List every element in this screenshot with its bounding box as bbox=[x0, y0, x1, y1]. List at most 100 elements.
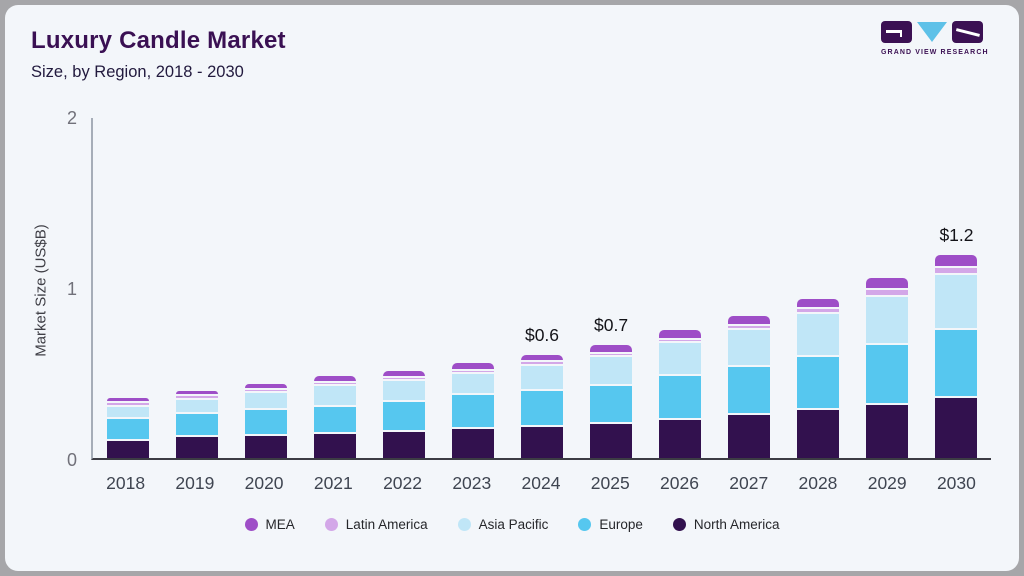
bar-segment-mea[interactable] bbox=[244, 383, 287, 388]
bar-segment-latin-america[interactable] bbox=[797, 309, 840, 313]
logo-v-icon bbox=[917, 22, 947, 42]
bar-segment-europe[interactable] bbox=[797, 357, 840, 409]
bar-segment-latin-america[interactable] bbox=[866, 290, 909, 296]
bar-segment-mea[interactable] bbox=[728, 316, 771, 325]
stacked-bar-2023[interactable] bbox=[451, 363, 494, 458]
stacked-bar-2026[interactable] bbox=[659, 329, 702, 458]
bar-segment-asia-pacific[interactable] bbox=[106, 406, 149, 417]
legend-item-north-america[interactable]: North America bbox=[672, 517, 780, 532]
bar-segment-mea[interactable] bbox=[659, 329, 702, 338]
bar-segment-asia-pacific[interactable] bbox=[590, 357, 633, 385]
legend-label: Asia Pacific bbox=[478, 517, 549, 532]
bar-segment-north-america[interactable] bbox=[175, 437, 218, 458]
bar-segment-north-america[interactable] bbox=[521, 427, 563, 458]
bar-segment-asia-pacific[interactable] bbox=[797, 314, 840, 356]
bar-segment-europe[interactable] bbox=[244, 410, 287, 434]
bar-segment-europe[interactable] bbox=[659, 375, 702, 419]
bar-segment-asia-pacific[interactable] bbox=[244, 393, 287, 409]
bar-segment-europe[interactable] bbox=[935, 329, 978, 397]
bar-segment-mea[interactable] bbox=[935, 254, 978, 267]
bar-segment-north-america[interactable] bbox=[106, 440, 149, 458]
bar-segment-europe[interactable] bbox=[175, 413, 218, 436]
bar-segment-latin-america[interactable] bbox=[590, 353, 633, 356]
legend-label: Latin America bbox=[345, 517, 428, 532]
bar-segment-asia-pacific[interactable] bbox=[451, 374, 494, 393]
bar-segment-mea[interactable] bbox=[106, 398, 149, 402]
bar-column-2024: $0.6 bbox=[507, 118, 576, 458]
stacked-bar-2018[interactable] bbox=[106, 398, 149, 458]
bar-segment-asia-pacific[interactable] bbox=[659, 343, 702, 374]
bar-segment-latin-america[interactable] bbox=[935, 268, 978, 274]
bar-segment-latin-america[interactable] bbox=[106, 403, 149, 405]
bar-segment-asia-pacific[interactable] bbox=[521, 365, 563, 390]
stacked-bar-2028[interactable] bbox=[797, 299, 840, 458]
stacked-bar-2020[interactable] bbox=[244, 383, 287, 458]
bar-segment-asia-pacific[interactable] bbox=[175, 399, 218, 412]
y-tick-label: 0 bbox=[66, 450, 77, 470]
legend-label: North America bbox=[693, 517, 780, 532]
bar-segment-europe[interactable] bbox=[382, 401, 425, 431]
bar-segment-mea[interactable] bbox=[590, 345, 633, 352]
legend: MEA Latin America Asia Pacific Europe North … bbox=[5, 517, 1019, 532]
bar-segment-asia-pacific[interactable] bbox=[728, 329, 771, 366]
bar-segment-north-america[interactable] bbox=[866, 405, 909, 458]
page-subtitle: Size, by Region, 2018 - 2030 bbox=[31, 63, 244, 81]
bar-segment-mea[interactable] bbox=[797, 299, 840, 308]
bar-segment-latin-america[interactable] bbox=[659, 339, 702, 342]
x-axis-label-2022: 2022 bbox=[383, 473, 423, 493]
bar-column-2030: $1.2 bbox=[922, 118, 991, 458]
bar-segment-europe[interactable] bbox=[728, 367, 771, 414]
y-axis-ticks: 0 1 2 bbox=[35, 108, 77, 470]
bar-segment-mea[interactable] bbox=[382, 370, 425, 376]
bar-segment-europe[interactable] bbox=[106, 418, 149, 439]
bar-segment-latin-america[interactable] bbox=[175, 396, 218, 398]
bar-segment-north-america[interactable] bbox=[935, 398, 978, 458]
bar-segment-europe[interactable] bbox=[451, 394, 494, 427]
logo-g-icon bbox=[881, 21, 912, 43]
legend-item-europe[interactable]: Europe bbox=[578, 517, 643, 532]
stacked-bar-2027[interactable] bbox=[728, 316, 771, 458]
bar-segment-europe[interactable] bbox=[313, 406, 356, 433]
bar-segment-asia-pacific[interactable] bbox=[382, 381, 425, 400]
stacked-bar-2019[interactable] bbox=[175, 391, 218, 458]
bar-segment-north-america[interactable] bbox=[382, 432, 425, 458]
bar-segment-north-america[interactable] bbox=[590, 423, 633, 458]
bar-segment-north-america[interactable] bbox=[451, 428, 494, 458]
bar-segment-asia-pacific[interactable] bbox=[935, 275, 978, 328]
bar-segment-latin-america[interactable] bbox=[313, 382, 356, 385]
bar-segment-mea[interactable] bbox=[175, 391, 218, 395]
stacked-bar-2021[interactable] bbox=[313, 375, 356, 458]
bar-segment-latin-america[interactable] bbox=[521, 362, 563, 364]
bar-segment-north-america[interactable] bbox=[313, 434, 356, 458]
stacked-bar-2029[interactable] bbox=[866, 278, 909, 458]
legend-item-latin-america[interactable]: Latin America bbox=[324, 517, 428, 532]
bar-segment-mea[interactable] bbox=[866, 278, 909, 289]
gvr-logo: GRAND VIEW RESEARCH bbox=[881, 21, 988, 56]
legend-item-mea[interactable]: MEA bbox=[244, 517, 295, 532]
bar-segment-latin-america[interactable] bbox=[244, 389, 287, 392]
bar-segment-north-america[interactable] bbox=[797, 410, 840, 458]
bar-column-2022 bbox=[369, 118, 438, 458]
legend-item-asia-pacific[interactable]: Asia Pacific bbox=[457, 517, 549, 532]
bar-segment-north-america[interactable] bbox=[728, 415, 771, 458]
bar-segment-latin-america[interactable] bbox=[728, 326, 771, 328]
bar-segment-europe[interactable] bbox=[590, 386, 633, 422]
bar-segment-north-america[interactable] bbox=[244, 435, 287, 458]
bar-segment-mea[interactable] bbox=[521, 354, 563, 361]
bar-segment-europe[interactable] bbox=[866, 345, 909, 403]
bar-segment-mea[interactable] bbox=[451, 363, 494, 369]
bar-segment-asia-pacific[interactable] bbox=[313, 386, 356, 405]
stacked-bar-2024[interactable] bbox=[521, 354, 563, 458]
page-title: Luxury Candle Market bbox=[31, 27, 286, 54]
stacked-bar-2030[interactable] bbox=[935, 254, 978, 458]
x-axis-label-2025: 2025 bbox=[590, 473, 630, 493]
bar-segment-asia-pacific[interactable] bbox=[866, 297, 909, 344]
bar-segment-latin-america[interactable] bbox=[451, 370, 494, 373]
bar-segment-mea[interactable] bbox=[313, 375, 356, 381]
bar-segment-north-america[interactable] bbox=[659, 420, 702, 458]
stacked-bar-2025[interactable] bbox=[590, 345, 633, 458]
stacked-bar-2022[interactable] bbox=[382, 370, 425, 458]
bar-segment-latin-america[interactable] bbox=[382, 377, 425, 380]
bar-column-2028 bbox=[784, 118, 853, 458]
bar-segment-europe[interactable] bbox=[521, 391, 563, 426]
